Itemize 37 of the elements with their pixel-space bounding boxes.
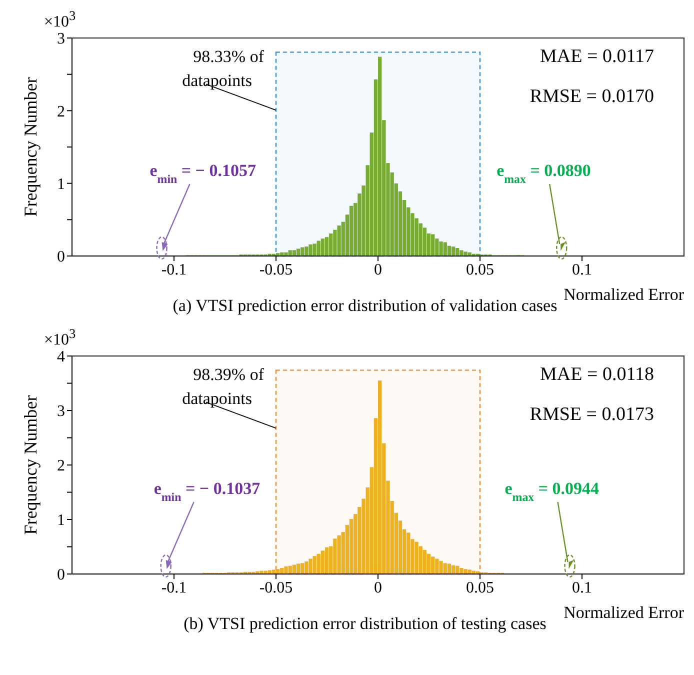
x-axis-title: Normalized Error [564, 603, 684, 622]
x-tick-label: 0.1 [572, 579, 592, 596]
y-tick-label: 1 [57, 512, 65, 530]
y-tick-label: 4 [57, 348, 65, 366]
x-tick-label: -0.05 [259, 579, 293, 596]
band-label: 98.39% of datapoints [182, 365, 264, 408]
y-tick-label: 3 [57, 30, 65, 48]
y-axis-title: Frequency Number [20, 77, 40, 217]
x-axis-title: Normalized Error [564, 285, 684, 304]
y-tick-label: 2 [57, 458, 65, 475]
annotation: MAE = 0.0117 [540, 46, 654, 68]
annotation: e$_{max}$ = 0.0944 [504, 479, 600, 504]
annotation: RMSE = 0.0173 [530, 404, 654, 426]
y-axis-title: Frequency Number [20, 395, 40, 535]
x-tick-label: -0.1 [161, 261, 187, 278]
annotation: e$_{max}$ = 0.0890 [496, 161, 591, 186]
x-tick-label: 0 [374, 261, 382, 278]
y-tick-label: 3 [57, 403, 65, 420]
x-tick-label: 0.05 [466, 579, 494, 596]
x-tick-label: -0.05 [259, 261, 293, 278]
y-tick-label: 0 [57, 248, 65, 266]
x-tick-label: 0.05 [466, 261, 494, 278]
x-tick-label: -0.1 [161, 579, 187, 596]
annotation: RMSE = 0.0170 [530, 86, 654, 108]
x-tick-label: 0 [374, 579, 382, 596]
y-tick-label: 2 [57, 103, 65, 120]
x-tick-label: 0.1 [572, 261, 592, 278]
y-tick-label: 0 [57, 566, 65, 584]
annotation: e$_{min}$ = − 0.1037 [154, 479, 261, 504]
y-tick-label: 1 [57, 176, 65, 194]
annotation: MAE = 0.0118 [540, 364, 654, 386]
annotation: e$_{min}$ = − 0.1057 [150, 161, 257, 186]
band-label: 98.33% of datapoints [182, 47, 264, 90]
text: ×10$^{3}$ [44, 8, 76, 32]
text: (b) VTSI prediction error distribution of testing cases [184, 614, 546, 633]
text: ×10$^{3}$ [44, 326, 76, 350]
text: (a) VTSI prediction error distribution of validation cases [172, 296, 558, 315]
